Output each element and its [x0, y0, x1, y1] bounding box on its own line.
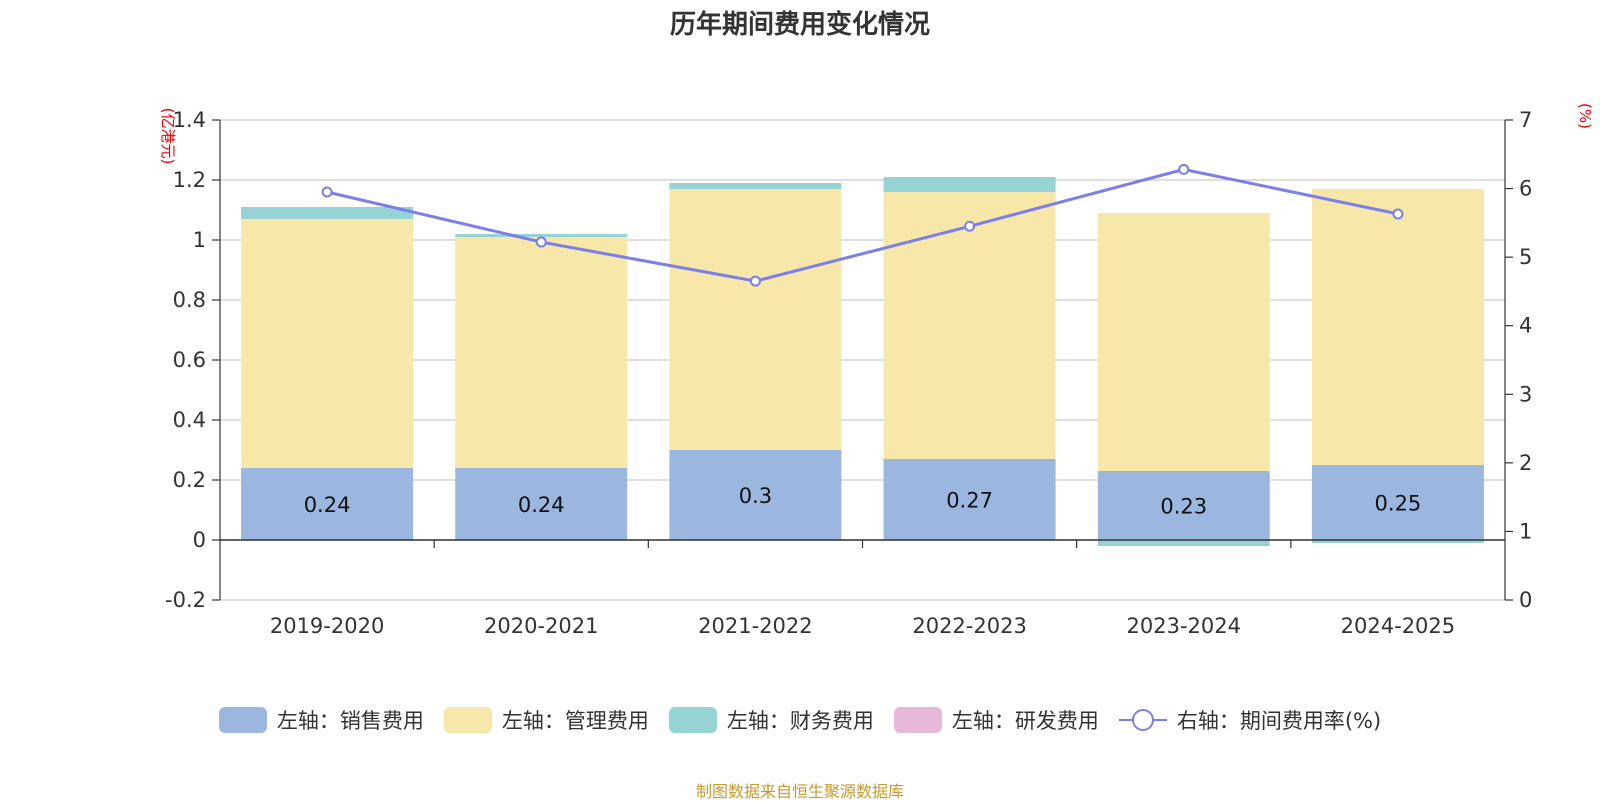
legend-item[interactable]: 左轴：财务费用 — [668, 705, 874, 735]
left-axis-tick-label: 0.4 — [173, 408, 206, 432]
right-axis-tick-label: 7 — [1519, 108, 1532, 132]
bar-segment — [455, 468, 628, 540]
bar-data-label: 0.23 — [1160, 495, 1207, 519]
source-note: 制图数据来自恒生聚源数据库 — [695, 782, 904, 801]
left-axis-tick-label: 1 — [193, 228, 206, 252]
bar-segment — [1311, 189, 1484, 465]
bar-segment — [669, 189, 842, 450]
labels-layer: -0.2 0 0.2 0.4 0.6 0.8 1 1.2 1.4 0 1 2 3 4 5 6 7 2019-202… — [165, 108, 1532, 638]
x-tick-label: 2020-2021 — [484, 614, 598, 638]
legend-line-marker — [1118, 709, 1167, 731]
left-axis-tick-label: 0.6 — [173, 348, 206, 372]
legend-label: 左轴：财务费用 — [726, 709, 874, 733]
x-tick-label: 2021-2022 — [698, 614, 812, 638]
bar-segment — [1097, 213, 1270, 471]
right-axis-tick-label: 4 — [1519, 314, 1532, 338]
legend-label: 左轴：销售费用 — [276, 709, 424, 733]
left-axis-tick-label: 0.2 — [173, 468, 206, 492]
bar-segment — [1097, 471, 1270, 540]
line-point — [535, 236, 547, 248]
left-axis-tick-label: 0 — [193, 528, 206, 552]
left-axis-unit: (亿港元) — [159, 108, 177, 165]
x-tick-label: 2024-2025 — [1341, 614, 1455, 638]
bar-segment — [455, 237, 628, 468]
bar-segment — [883, 459, 1056, 540]
bar-segment — [455, 234, 628, 237]
x-tick-label: 2019-2020 — [270, 614, 384, 638]
legend-swatch — [218, 707, 267, 733]
left-axis-tick-label: -0.2 — [165, 588, 206, 612]
legend-swatch — [668, 707, 717, 733]
bar-segment — [1311, 540, 1484, 543]
bar-data-label: 0.3 — [739, 484, 772, 508]
axes-layer — [212, 119, 1513, 601]
legend-item[interactable]: 右轴：期间费用率(%) — [1118, 705, 1382, 735]
right-axis-tick-label: 2 — [1519, 451, 1532, 475]
legend-item[interactable]: 左轴：管理费用 — [443, 705, 649, 735]
right-axis-tick-label: 0 — [1519, 588, 1532, 612]
bar-data-label: 0.24 — [518, 493, 565, 517]
legend-label: 左轴：研发费用 — [951, 709, 1099, 733]
x-tick-label: 2023-2024 — [1127, 614, 1241, 638]
x-tick-label: 2022-2023 — [912, 614, 1026, 638]
bars-layer — [241, 177, 1484, 546]
bar-segment — [883, 192, 1056, 459]
right-axis-unit: (%) — [1576, 103, 1594, 129]
bar-data-label: 0.27 — [946, 489, 993, 513]
legend-label: 右轴：期间费用率(%) — [1176, 709, 1382, 733]
bar-data-label: 0.25 — [1375, 492, 1422, 516]
left-axis-tick-label: 1.2 — [173, 168, 206, 192]
right-axis-tick-label: 1 — [1519, 519, 1532, 543]
bar-segment — [1311, 465, 1484, 540]
bar-data-label: 0.24 — [304, 493, 351, 517]
bar-segment — [241, 468, 414, 540]
bar-segment — [669, 183, 842, 189]
left-axis-tick-label: 0.8 — [173, 288, 206, 312]
bar-segment — [669, 450, 842, 540]
right-axis-tick-label: 3 — [1519, 382, 1532, 406]
left-axis-tick-label: 1.4 — [173, 108, 206, 132]
legend-label: 左轴：管理费用 — [501, 709, 649, 733]
line-point — [1178, 163, 1190, 175]
line-layer — [321, 163, 1404, 287]
line-point — [964, 220, 976, 232]
line-point — [749, 275, 761, 287]
chart-title: 历年期间费用变化情况 — [669, 10, 930, 40]
right-axis-tick-label: 6 — [1519, 177, 1532, 201]
line-point — [1392, 208, 1404, 220]
legend-item[interactable]: 左轴：销售费用 — [218, 705, 424, 735]
bar-segment — [1097, 540, 1270, 546]
line-point — [321, 186, 333, 198]
bar-segment — [241, 219, 414, 468]
right-axis-tick-label: 5 — [1519, 245, 1532, 269]
legend-swatch — [893, 707, 942, 733]
legend-item[interactable]: 左轴：研发费用 — [893, 705, 1099, 735]
legend-swatch — [443, 707, 492, 733]
bar-segment — [883, 177, 1056, 192]
bar-segment — [241, 207, 414, 219]
line-series — [326, 167, 1399, 283]
legend: 左轴：销售费用 左轴：管理费用 左轴：财务费用 左轴：研发费用 右轴：期间费用率(%) — [0, 705, 1600, 735]
